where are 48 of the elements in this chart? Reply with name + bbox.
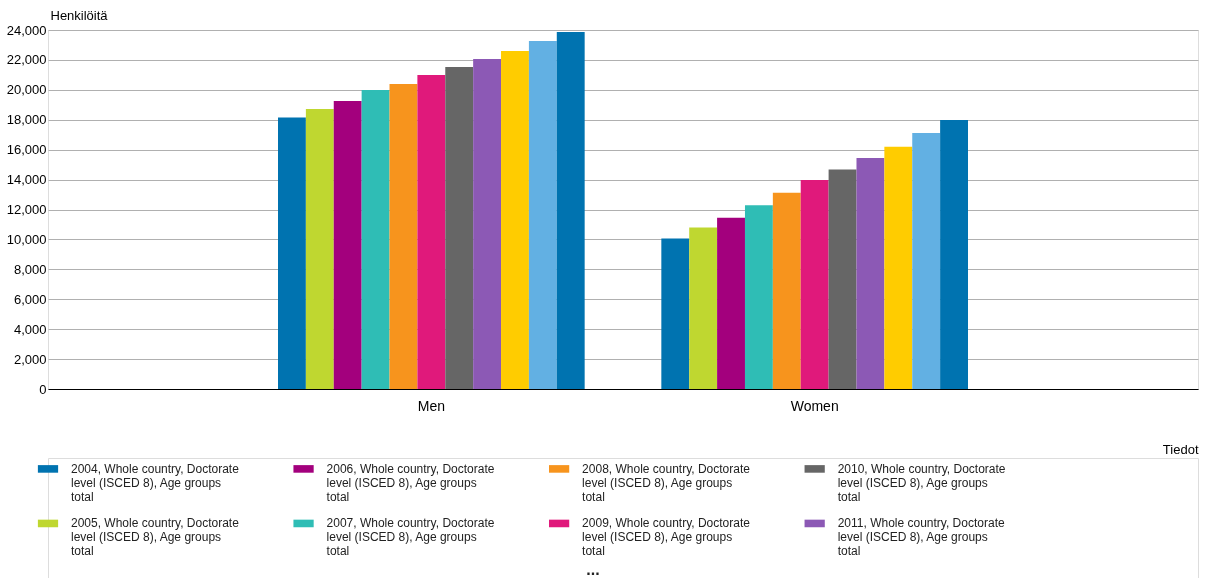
y-tick-label: 20,000 xyxy=(6,82,47,98)
bar xyxy=(856,158,885,389)
y-tick-label: 2,000 xyxy=(13,351,47,367)
legend-label: 2008, Whole country, Doctorate level (ISCED 8), Age groups total xyxy=(582,461,751,504)
bar xyxy=(473,59,502,389)
y-tick-label: 10,000 xyxy=(6,231,47,247)
y-tick-label: 0 xyxy=(39,381,47,397)
bar xyxy=(501,50,529,389)
x-axis-title: Tiedot xyxy=(1162,441,1199,457)
bar xyxy=(940,120,968,389)
y-tick-label: 24,000 xyxy=(6,22,47,38)
legend-label: 2005, Whole country, Doctorate level (ISCED 8), Age groups total xyxy=(71,516,240,559)
y-axis-title: Henkilöitä xyxy=(50,7,109,23)
y-tick-label: 18,000 xyxy=(6,112,47,128)
bar xyxy=(389,84,418,389)
legend-label: 2004, Whole country, Doctorate level (ISCED 8), Age groups total xyxy=(71,461,240,504)
bar xyxy=(912,133,941,389)
bar xyxy=(445,66,474,389)
y-tick-label: 22,000 xyxy=(6,52,47,68)
bar xyxy=(361,89,390,389)
y-tick-label: 4,000 xyxy=(13,321,47,337)
text: ... xyxy=(586,561,600,578)
x-tick-label: Women xyxy=(790,397,839,414)
legend-label: 2007, Whole country, Doctorate level (ISCED 8), Age groups total xyxy=(326,516,495,559)
bar xyxy=(717,217,745,389)
bar xyxy=(661,238,690,389)
y-tick-label: 8,000 xyxy=(13,261,47,277)
y-tick-label: 6,000 xyxy=(13,291,47,307)
bar xyxy=(417,75,446,389)
bar xyxy=(800,179,829,389)
x-tick-label: Men xyxy=(417,397,445,414)
bar xyxy=(884,146,913,389)
bar xyxy=(744,205,773,389)
y-tick-label: 14,000 xyxy=(6,172,47,188)
legend-label: 2011, Whole country, Doctorate level (ISCED 8), Age groups total xyxy=(837,516,1005,559)
bar xyxy=(828,169,857,389)
bar xyxy=(689,227,718,389)
legend-label: 2006, Whole country, Doctorate level (ISCED 8), Age groups total xyxy=(326,461,495,504)
bar xyxy=(278,117,306,389)
bar xyxy=(528,41,557,389)
bar xyxy=(333,101,362,389)
bar xyxy=(305,108,334,389)
bar xyxy=(772,192,801,389)
legend-label: 2010, Whole country, Doctorate level (ISCED 8), Age groups total xyxy=(837,461,1006,504)
y-tick-label: 16,000 xyxy=(6,142,47,158)
y-tick-label: 12,000 xyxy=(6,202,47,217)
bar xyxy=(556,31,585,389)
legend-label: 2009, Whole country, Doctorate level (ISCED 8), Age groups total xyxy=(582,516,751,559)
